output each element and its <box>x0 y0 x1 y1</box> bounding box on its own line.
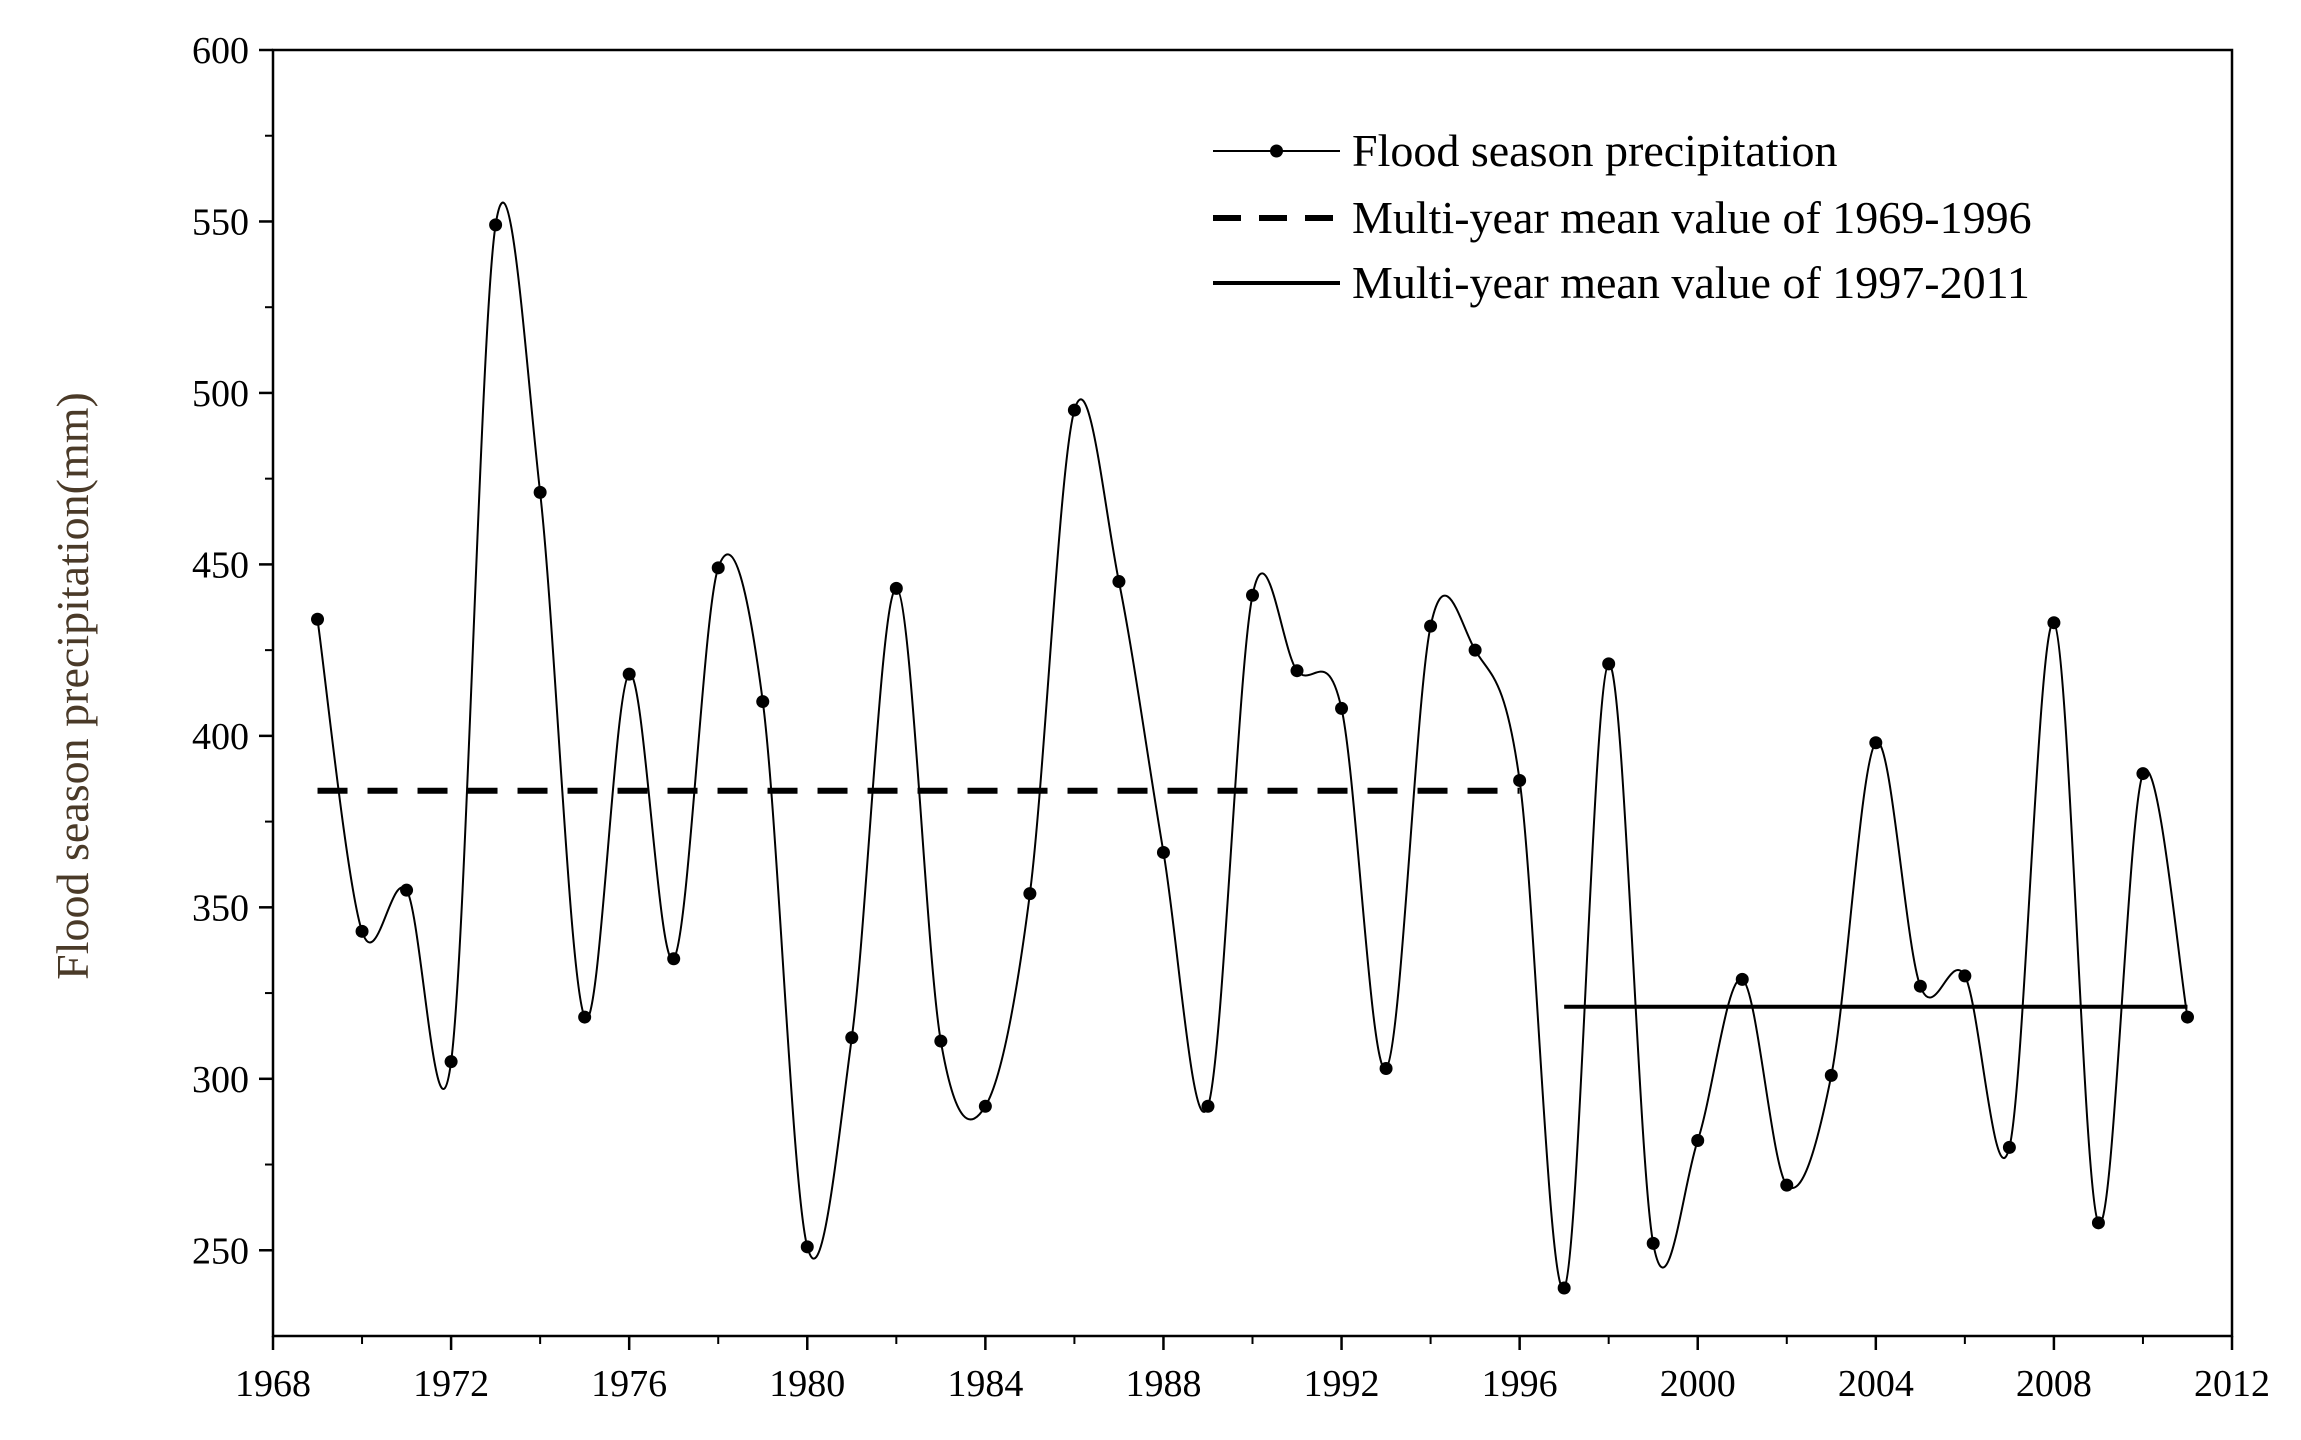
precipitation-data-point <box>444 1055 458 1069</box>
y-tick-label: 300 <box>192 1059 249 1101</box>
x-tick-label: 2008 <box>2016 1363 2092 1405</box>
precipitation-data-point <box>1735 972 1749 986</box>
precipitation-data-point <box>1513 773 1527 787</box>
precipitation-data-point <box>1869 736 1883 750</box>
x-tick-label: 1988 <box>1125 1363 1201 1405</box>
y-tick-label: 400 <box>192 716 249 758</box>
precipitation-data-point <box>756 695 770 709</box>
x-tick-label: 1996 <box>1482 1363 1558 1405</box>
x-tick-label: 1976 <box>591 1363 667 1405</box>
x-tick-label: 1984 <box>947 1363 1023 1405</box>
precipitation-data-point <box>667 952 681 966</box>
precipitation-data-point <box>2136 767 2150 781</box>
precipitation-data-point <box>1602 657 1616 671</box>
precipitation-data-point <box>800 1240 814 1254</box>
x-tick-label: 1980 <box>769 1363 845 1405</box>
precipitation-data-point <box>978 1099 992 1113</box>
axes: 1968 1972 1976 1980 1984 1988 1992 1996 2000 2004… <box>192 30 2270 1405</box>
precipitation-data-point <box>1290 664 1304 678</box>
precipitation-data-point <box>1913 979 1927 993</box>
precipitation-data-point <box>2047 616 2061 630</box>
precipitation-data-point <box>489 218 503 232</box>
precipitation-data-point <box>533 485 547 499</box>
y-tick-label: 250 <box>192 1230 249 1272</box>
precipitation-data-point <box>400 883 414 897</box>
precipitation-data-point <box>311 612 325 626</box>
precipitation-data-point <box>355 924 369 938</box>
precipitation-data-point <box>934 1034 948 1048</box>
precipitation-data-point <box>1691 1134 1705 1148</box>
y-tick-label: 500 <box>192 373 249 415</box>
precipitation-data-point <box>2180 1010 2194 1024</box>
y-tick-label: 350 <box>192 887 249 929</box>
precipitation-data-point <box>1379 1062 1393 1076</box>
precipitation-data-point <box>1468 643 1482 657</box>
precipitation-data-point <box>845 1031 859 1045</box>
y-tick-label: 550 <box>192 201 249 243</box>
precipitation-data-point <box>711 561 725 575</box>
precipitation-data-point <box>1557 1281 1571 1295</box>
series-layer <box>311 201 2194 1295</box>
x-tick-label: 2004 <box>1838 1363 1914 1405</box>
legend-label: Multi-year mean value of 1997-2011 <box>1352 257 2030 308</box>
precipitation-data-point <box>1246 588 1259 602</box>
precipitation-data-point <box>2091 1216 2105 1230</box>
precipitation-data-point <box>1112 575 1126 589</box>
x-tick-label: 1992 <box>1304 1363 1380 1405</box>
y-tick-label: 600 <box>192 30 249 72</box>
legend-label: Multi-year mean value of 1969-1996 <box>1352 192 2032 243</box>
precipitation-data-point <box>1958 969 1972 983</box>
precipitation-data-point <box>1824 1068 1838 1082</box>
legend: Flood season precipitation Multi-year mea… <box>1213 125 2032 308</box>
precipitation-data-point <box>1335 701 1349 715</box>
legend-marker-sample <box>1270 144 1283 158</box>
y-axis-title: Flood season precipitation(mm) <box>47 392 98 980</box>
precipitation-data-point <box>1067 403 1081 417</box>
x-tick-label: 2012 <box>2194 1363 2270 1405</box>
y-tick-label: 450 <box>192 544 249 586</box>
precipitation-data-point <box>1424 619 1438 633</box>
precipitation-data-point <box>889 581 903 595</box>
precipitation-data-point <box>1023 887 1037 901</box>
x-tick-label: 2000 <box>1660 1363 1736 1405</box>
x-tick-label: 1972 <box>413 1363 489 1405</box>
precipitation-data-point <box>1646 1236 1660 1250</box>
precipitation-series-line <box>316 201 2189 1290</box>
legend-label: Flood season precipitation <box>1352 125 1837 176</box>
x-tick-label: 1968 <box>235 1363 311 1405</box>
precipitation-data-point <box>622 667 636 681</box>
precipitation-data-point <box>1780 1178 1794 1192</box>
precipitation-data-point <box>578 1010 592 1024</box>
precipitation-data-point <box>2002 1140 2016 1154</box>
precipitation-data-point <box>1201 1099 1215 1113</box>
precipitation-data-point <box>1156 845 1170 859</box>
